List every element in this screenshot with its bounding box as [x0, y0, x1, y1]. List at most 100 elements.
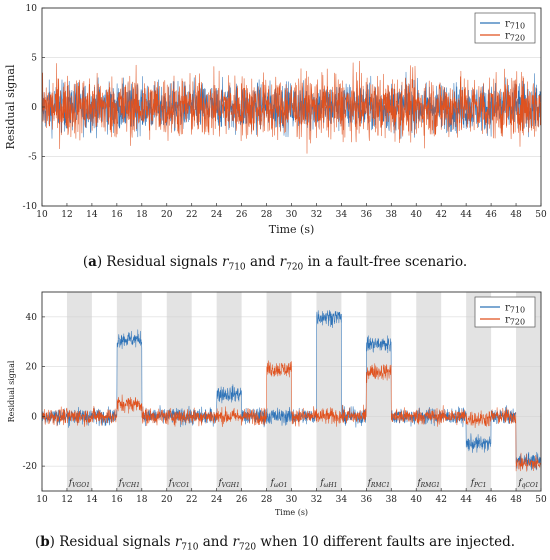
- x-tick-label: 38: [386, 495, 398, 505]
- series-line-r720: [41, 60, 542, 154]
- fault-label-sub: RMC1: [370, 482, 390, 489]
- y-tick-label: 40: [26, 313, 38, 323]
- x-tick-label: 42: [435, 495, 446, 505]
- fault-label: fVGO1: [68, 478, 90, 489]
- x-tick-label: 16: [111, 495, 123, 505]
- x-axis-label: Time (s): [275, 508, 308, 517]
- fault-window: [166, 292, 192, 491]
- x-tick-label: 36: [361, 210, 373, 220]
- x-tick-label: 10: [36, 210, 48, 220]
- x-tick-label: 48: [510, 210, 522, 220]
- legend-label-r720: r720: [505, 315, 525, 327]
- legend-sub: 720: [510, 34, 525, 43]
- fault-label-sub: ωH1: [324, 482, 338, 489]
- x-tick-label: 26: [236, 210, 248, 220]
- fault-label-sub: VGO1: [72, 482, 90, 489]
- y-tick-label: 10: [26, 4, 38, 14]
- fault-label: fPC1: [470, 478, 487, 489]
- fault-window: [66, 292, 92, 491]
- chart-a: 10 12 14 16 18 20 22 24 26 28 30 32 34 36 38 40 42 44 46 48…: [4, 4, 547, 236]
- y-tick-label: -10: [23, 202, 38, 212]
- fault-label-sub: PC1: [473, 482, 486, 489]
- y-tick-label: 20: [26, 363, 38, 373]
- x-tick-label: 34: [336, 210, 348, 220]
- fault-label: fωO1: [270, 478, 288, 489]
- fault-label-sub: ωO1: [274, 482, 288, 489]
- x-tick-label: 50: [535, 495, 547, 505]
- x-tick-label: 44: [460, 210, 472, 220]
- fault-label: fωH1: [319, 478, 337, 489]
- legend-box: [474, 296, 536, 328]
- legend-symbol: r: [505, 31, 510, 42]
- x-tick-label: 14: [86, 495, 98, 505]
- legend-box: [474, 12, 536, 44]
- x-tick-label: 42: [435, 210, 446, 220]
- x-tick-label: 44: [460, 495, 472, 505]
- legend-sub: 710: [510, 22, 525, 31]
- x-tick-label: 24: [211, 495, 223, 505]
- fault-label-sub: VCH1: [122, 482, 140, 489]
- fault-label: fRMG1: [417, 478, 440, 489]
- y-tick-label: -20: [23, 462, 38, 472]
- chart-b: 10 12 14 16 18 20 22 24 26 28 30 32 34 36 38 40 42 44 46 48…: [7, 291, 547, 517]
- caption-b: (b) Residual signals r710 and r720 when …: [34, 534, 516, 553]
- x-tick-label: 20: [161, 210, 173, 220]
- fault-window: [116, 292, 142, 491]
- x-tick-label: 46: [485, 495, 497, 505]
- x-tick-label: 28: [261, 495, 273, 505]
- fault-label-sub: VCO1: [172, 482, 190, 489]
- x-tick-label: 28: [261, 210, 273, 220]
- x-tick-label: 10: [36, 495, 48, 505]
- fault-window: [416, 292, 442, 491]
- legend-symbol: r: [505, 315, 510, 326]
- legend-sub: 720: [510, 318, 525, 327]
- x-tick-label: 12: [61, 495, 72, 505]
- legend-label-r710: r710: [505, 19, 525, 31]
- y-tick-label: -5: [28, 153, 37, 163]
- y-tick-label: 5: [31, 54, 37, 64]
- fault-label-sub: VGH1: [222, 482, 240, 489]
- legend-label-r720: r720: [505, 31, 525, 43]
- y-axis-label: Residual signal: [4, 64, 17, 150]
- x-tick-label: 40: [411, 210, 423, 220]
- x-tick-label: 30: [286, 210, 298, 220]
- fault-label-sub: RMG1: [420, 482, 440, 489]
- legend-symbol: r: [505, 303, 510, 314]
- x-tick-label: 38: [386, 210, 398, 220]
- legend-symbol: r: [505, 19, 510, 30]
- x-tick-label: 48: [510, 495, 522, 505]
- x-tick-label: 18: [136, 210, 148, 220]
- x-axis-label: Time (s): [269, 223, 315, 236]
- fault-label: fVCO1: [168, 478, 190, 489]
- legend-label-r710: r710: [505, 303, 525, 315]
- x-tick-label: 14: [86, 210, 98, 220]
- series-line-r720: [41, 360, 542, 472]
- x-tick-label: 26: [236, 495, 248, 505]
- series-line-r710: [41, 309, 542, 471]
- y-tick-label: 0: [31, 103, 37, 113]
- y-tick-label: 0: [31, 412, 37, 422]
- x-tick-label: 24: [211, 210, 223, 220]
- x-tick-label: 50: [535, 210, 547, 220]
- fault-label: fRMC1: [367, 478, 390, 489]
- fault-window: [266, 292, 292, 491]
- fault-label: fVCH1: [118, 478, 140, 489]
- x-tick-label: 12: [61, 210, 72, 220]
- x-tick-label: 30: [286, 495, 298, 505]
- y-axis-label: Residual signal: [7, 360, 16, 422]
- fault-label-sub: qCO1: [522, 482, 539, 489]
- x-tick-label: 32: [311, 495, 322, 505]
- fault-window: [366, 292, 392, 491]
- x-tick-label: 32: [311, 210, 322, 220]
- caption-a: (a) Residual signals r710 and r720 in a …: [82, 254, 468, 273]
- x-tick-label: 36: [361, 495, 373, 505]
- x-tick-label: 18: [136, 495, 148, 505]
- x-tick-label: 22: [186, 210, 197, 220]
- x-tick-label: 40: [411, 495, 423, 505]
- legend-sub: 710: [510, 306, 525, 315]
- x-tick-label: 20: [161, 495, 173, 505]
- fault-label: fqCO1: [517, 478, 538, 489]
